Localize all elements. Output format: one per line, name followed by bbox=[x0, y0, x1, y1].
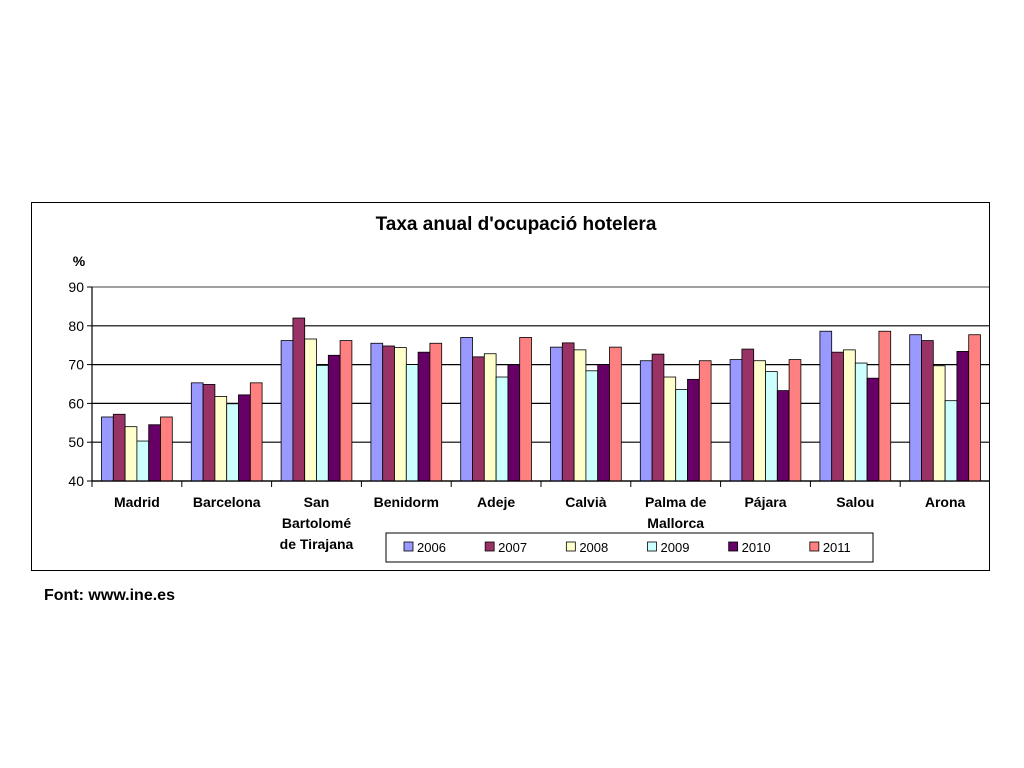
legend-swatch-2007 bbox=[484, 541, 495, 552]
bar-2011 bbox=[609, 346, 622, 482]
bar-2009 bbox=[316, 364, 329, 482]
bar-2007 bbox=[831, 351, 844, 482]
bar-2009 bbox=[675, 389, 688, 482]
legend bbox=[385, 532, 874, 563]
bar-2007 bbox=[741, 348, 755, 482]
bar-2011 bbox=[160, 416, 173, 482]
bar-2006 bbox=[909, 334, 922, 482]
bar-2008 bbox=[932, 365, 946, 482]
bar-2011 bbox=[878, 330, 892, 482]
bar-2011 bbox=[788, 359, 802, 482]
legend-label: 2011 bbox=[823, 540, 851, 555]
x-tick-label: Bartolomé bbox=[282, 515, 351, 531]
bar-2007 bbox=[472, 356, 485, 482]
bar-2011 bbox=[339, 340, 353, 482]
bar-2010 bbox=[238, 394, 251, 482]
y-tick-label: 50 bbox=[68, 434, 84, 450]
chart-title: Taxa anual d'ocupació hotelera bbox=[376, 214, 657, 235]
x-tick-label: Benidorm bbox=[374, 494, 439, 510]
bar-2011 bbox=[698, 360, 712, 482]
bar-2008 bbox=[124, 426, 138, 482]
bar-2007 bbox=[921, 340, 934, 482]
bar-2010 bbox=[417, 351, 431, 482]
bar-2010 bbox=[507, 364, 521, 482]
x-tick-label: Palma de bbox=[645, 494, 707, 510]
bar-2009 bbox=[765, 371, 778, 482]
bar-2010 bbox=[776, 390, 790, 482]
x-tick-label: San bbox=[304, 494, 330, 510]
bar-2011 bbox=[429, 342, 443, 482]
bar-2006 bbox=[101, 416, 114, 482]
bar-2009 bbox=[226, 403, 239, 482]
bar-2009 bbox=[585, 370, 599, 482]
bar-2007 bbox=[202, 383, 216, 482]
x-tick-label: Barcelona bbox=[193, 494, 261, 510]
bar-2009 bbox=[854, 362, 868, 482]
bar-2010 bbox=[866, 377, 880, 482]
bar-2010 bbox=[956, 351, 970, 482]
bar-2006 bbox=[819, 330, 833, 482]
legend-swatch-2006 bbox=[403, 541, 414, 552]
bar-2011 bbox=[249, 382, 263, 482]
bar-2006 bbox=[729, 359, 743, 482]
bar-2008 bbox=[573, 349, 587, 482]
legend-label: 2006 bbox=[417, 540, 446, 555]
bar-2006 bbox=[190, 382, 204, 482]
bar-chart: Taxa anual d'ocupació hotelera% 40 50 60 70 8… bbox=[68, 214, 989, 563]
bar-2006 bbox=[460, 337, 473, 482]
bar-2011 bbox=[519, 337, 532, 482]
legend-label: 2008 bbox=[579, 540, 608, 555]
bar-2006 bbox=[550, 346, 563, 482]
bar-2008 bbox=[843, 349, 856, 482]
bar-2009 bbox=[944, 400, 958, 482]
legend-swatch-2011 bbox=[809, 541, 820, 552]
bar-2011 bbox=[968, 334, 981, 482]
bar-2008 bbox=[214, 396, 228, 482]
bar-2008 bbox=[394, 347, 407, 482]
legend-label: 2007 bbox=[498, 540, 527, 555]
bar-2006 bbox=[639, 360, 653, 482]
legend-swatch-2010 bbox=[728, 541, 739, 552]
y-tick-label: 40 bbox=[68, 473, 84, 489]
x-tick-label: Arona bbox=[925, 494, 966, 510]
bar-2009 bbox=[495, 376, 509, 482]
bar-2008 bbox=[304, 338, 317, 482]
x-tick-label: Adeje bbox=[477, 494, 515, 510]
bar-2007 bbox=[561, 342, 575, 482]
y-tick-label: 90 bbox=[68, 279, 84, 295]
bar-2010 bbox=[148, 424, 161, 482]
bar-2009 bbox=[405, 364, 419, 482]
legend-swatch-2008 bbox=[565, 541, 576, 552]
bar-2006 bbox=[370, 342, 384, 482]
bar-2008 bbox=[663, 376, 677, 482]
y-tick-label: 80 bbox=[68, 318, 84, 334]
x-tick-label: Pájara bbox=[744, 494, 786, 510]
legend-label: 2009 bbox=[661, 540, 690, 555]
bar-2008 bbox=[753, 360, 766, 482]
chart-frame: Taxa anual d'ocupació hotelera% 40 50 60 70 8… bbox=[31, 202, 990, 571]
legend-label: 2010 bbox=[742, 540, 771, 555]
bar-2010 bbox=[327, 354, 341, 482]
bar-2006 bbox=[280, 340, 294, 482]
x-tick-label: Mallorca bbox=[647, 515, 704, 531]
bar-2009 bbox=[136, 440, 150, 482]
x-tick-label: de Tirajana bbox=[280, 536, 354, 552]
legend-swatch-2009 bbox=[647, 541, 657, 552]
y-tick-label: 60 bbox=[68, 395, 84, 411]
y-tick-label: 70 bbox=[68, 357, 84, 373]
bar-2007 bbox=[382, 345, 395, 482]
x-tick-label: Madrid bbox=[114, 494, 160, 510]
x-tick-label: Calvià bbox=[565, 494, 606, 510]
bar-2010 bbox=[597, 364, 610, 482]
bar-2007 bbox=[112, 413, 126, 482]
bar-2007 bbox=[651, 353, 665, 482]
bar-2007 bbox=[292, 317, 306, 482]
bar-2010 bbox=[687, 378, 700, 482]
x-tick-label: Salou bbox=[836, 494, 874, 510]
source-note: Font: www.ine.es bbox=[44, 587, 175, 604]
y-axis-label: % bbox=[73, 253, 86, 269]
bar-2008 bbox=[483, 353, 497, 482]
